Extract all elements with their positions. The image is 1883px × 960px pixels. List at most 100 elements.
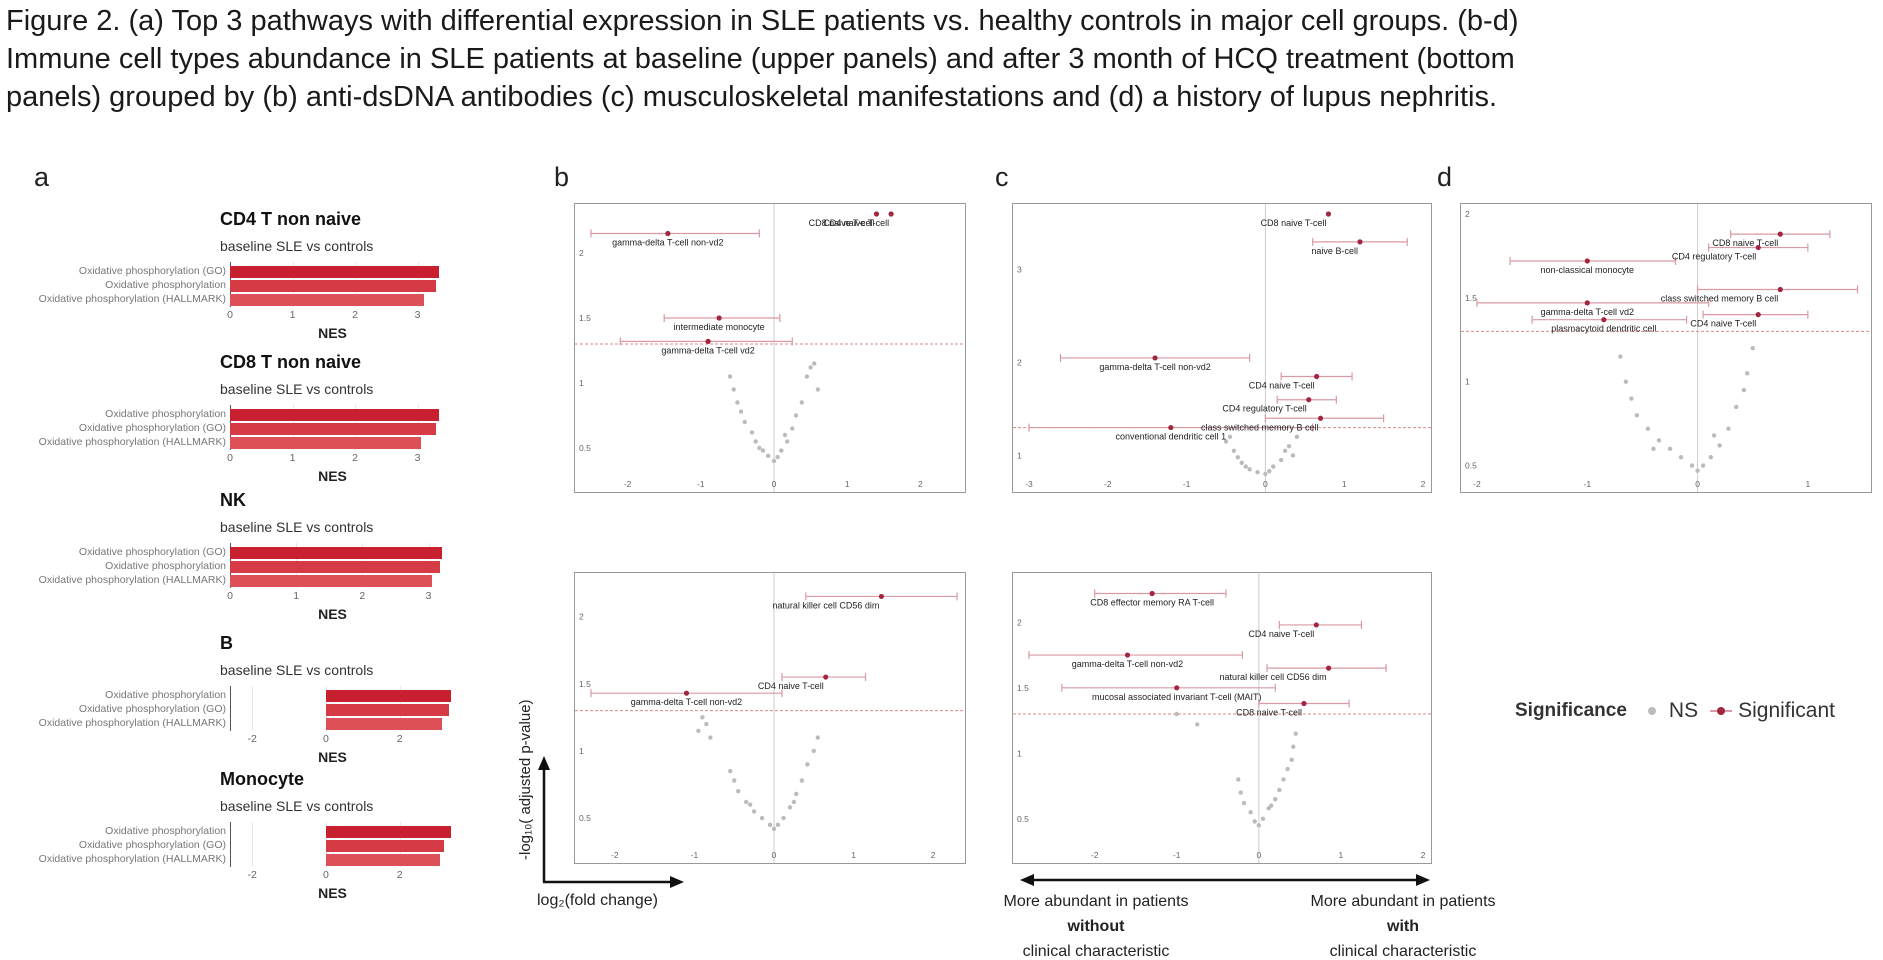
gridline [252, 822, 254, 867]
nes-axis-label: NES [318, 606, 347, 622]
tick-label: 2 [396, 733, 403, 745]
ns-point [1294, 434, 1300, 440]
point-label: CD8 naive T-cell [1236, 708, 1302, 718]
ns-point [799, 400, 805, 405]
x-tick-label: 0 [1256, 850, 1261, 860]
significant-point [888, 211, 894, 217]
point-label: naive B-cell [1311, 246, 1358, 256]
ns-point [700, 715, 705, 720]
tick-label: 2 [359, 590, 366, 602]
point-label: CD4 naive T-cell [1690, 319, 1756, 329]
y-tick-label: 1 [1017, 748, 1022, 758]
ns-point [799, 778, 805, 783]
volcano-c-baseline: -3 -2 -1 0 1 2 1 2 3 CD8 naive T-cell naive B-cell… [1012, 203, 1432, 493]
y-tick-label: 2 [579, 612, 584, 622]
ns-point [805, 762, 810, 767]
significant-point [1174, 685, 1180, 691]
point-label: gamma-delta T-cell non-vd2 [631, 697, 742, 707]
ns-point [738, 409, 744, 414]
ns-point [749, 430, 755, 435]
significant-point [1306, 397, 1312, 403]
ns-point [1634, 413, 1640, 418]
x-tick-label: 0 [772, 479, 777, 489]
ns-point [1243, 464, 1248, 469]
ns-point [1247, 467, 1252, 472]
significant-point [1601, 317, 1607, 323]
x-tick-label: 1 [1342, 479, 1347, 489]
annotation-with-line3: clinical characteristic [1329, 943, 1477, 960]
y-tick-label: 1.5 [579, 679, 591, 689]
ns-point [1248, 810, 1253, 815]
y-tick-label: 1 [579, 378, 584, 388]
ns-point [1708, 455, 1714, 460]
point-label: gamma-delta T-cell non-vd2 [1099, 362, 1210, 372]
volcano-svg: -3 -2 -1 0 1 2 1 2 3 CD8 naive T-cell naive B-cell… [1013, 204, 1431, 492]
point-label: CD4 naive T-cell [1249, 381, 1315, 391]
tick-label: 0 [322, 733, 329, 745]
nes-bar [230, 561, 441, 573]
ns-point [742, 419, 747, 425]
ns-point [1700, 463, 1706, 468]
point-label: CD8 naive T-cell [809, 218, 875, 228]
point-label: natural killer cell CD56 dim [772, 600, 879, 610]
ns-point [757, 445, 762, 451]
ns-point [1667, 446, 1673, 452]
ns-point [1733, 404, 1739, 410]
nes-axis-label: NES [318, 885, 347, 901]
ns-point [1741, 387, 1747, 393]
ns-point [1290, 453, 1296, 458]
block-subtitle: baseline SLE vs controls [220, 798, 374, 814]
ns-point [1689, 463, 1695, 468]
pathway-label: Oxidative phosphorylation [105, 689, 226, 701]
figure-caption: Figure 2. (a) Top 3 pathways with differ… [6, 2, 1876, 116]
ns-point [815, 735, 820, 740]
tick-label: 2 [352, 309, 358, 321]
ns-point [815, 387, 821, 392]
nes-bar [325, 840, 444, 852]
caption-line-2: Immune cell types abundance in SLE patie… [6, 43, 1515, 75]
point-label: class switched memory B cell [1661, 293, 1779, 303]
significant-point [1755, 312, 1761, 318]
nes-bar [230, 547, 442, 559]
volcano-b-followup: -2 -1 0 1 2 0.5 1 1.5 2 natural killer cell CD56 … [574, 572, 966, 864]
panel-letter-b: b [554, 162, 570, 192]
nes-bar [325, 690, 452, 702]
y-tick-label: 0.5 [579, 813, 591, 823]
x-tick-label: 1 [1339, 850, 1344, 860]
point-label: CD4 naive T-cell [758, 681, 824, 691]
ns-point [1623, 379, 1629, 384]
ns-point [1277, 787, 1282, 793]
volcano-d-baseline: -2 -1 0 1 0.5 1 1.5 2 CD8 naive T-cell non-classi… [1460, 203, 1872, 493]
point-label: plasmacytoid dendritic cell [1551, 324, 1656, 334]
ns-point [784, 439, 790, 444]
point-label: mucosal associated invariant T-cell (MAI… [1092, 692, 1261, 702]
point-label: conventional dendritic cell 1 [1116, 432, 1227, 442]
legend-ns-symbol [1641, 706, 1663, 716]
ns-point [1227, 434, 1233, 440]
ns-point [753, 439, 758, 444]
x-tick-label: 2 [931, 850, 936, 860]
x-tick-label: 2 [1421, 850, 1426, 860]
nes-bar [230, 266, 440, 278]
ns-point [1223, 439, 1229, 444]
x-tick-label: 0 [772, 850, 777, 860]
block-subtitle: baseline SLE vs controls [220, 238, 374, 254]
ns-point [1271, 464, 1276, 469]
pathway-label: Oxidative phosphorylation [105, 408, 226, 420]
ns-point [1256, 823, 1262, 828]
axis-line [230, 822, 231, 867]
x-tick-label: -2 [611, 850, 619, 860]
legend-sig-symbol [1710, 706, 1733, 716]
nes-axis-label: NES [318, 468, 347, 484]
block-subtitle: baseline SLE vs controls [220, 662, 374, 678]
annotation-without-line2: without [1067, 918, 1125, 935]
caption-line-1: Figure 2. (a) Top 3 pathways with differ… [6, 5, 1519, 37]
ns-point [771, 826, 777, 832]
tick-label: 0 [227, 590, 233, 602]
ns-point [704, 721, 709, 727]
ns-point [1260, 816, 1266, 821]
nes-bar [325, 704, 450, 716]
axis-arrows-icon [538, 756, 684, 888]
significant-point [705, 338, 711, 344]
point-label: intermediate monocyte [674, 322, 765, 332]
